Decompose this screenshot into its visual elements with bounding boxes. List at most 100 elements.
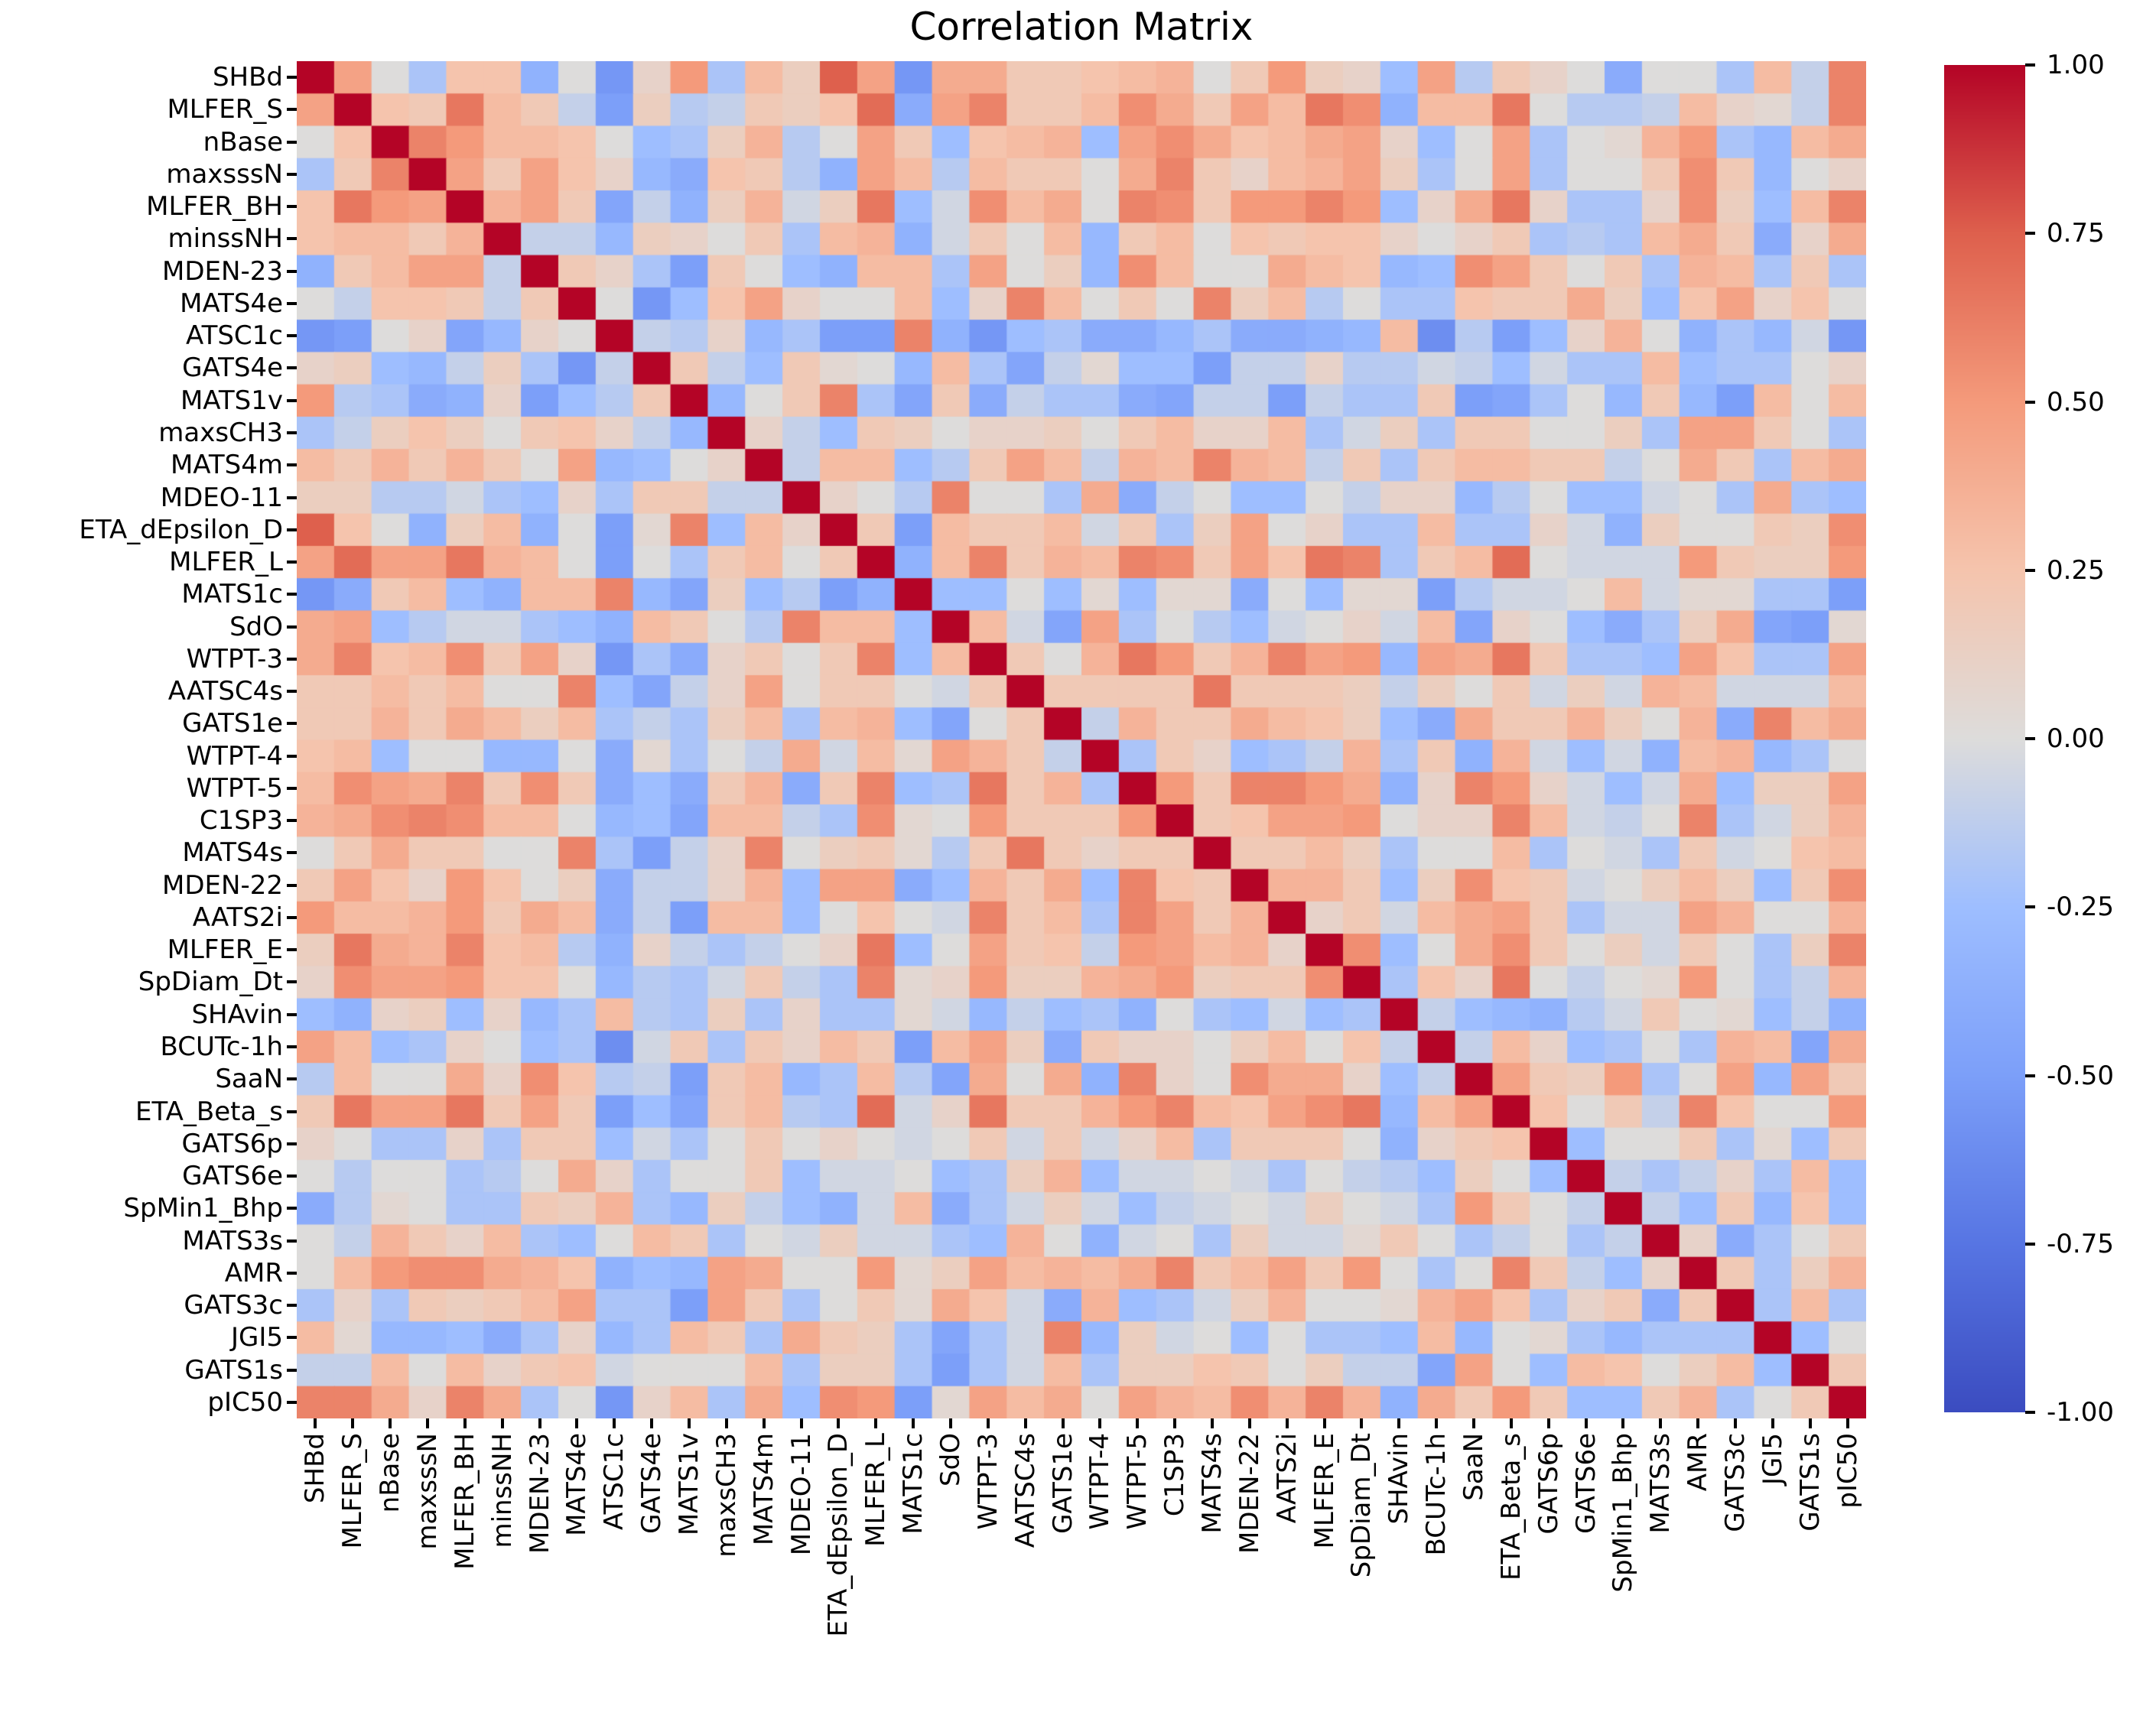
y-tick-mark [287,915,297,919]
y-tick-label: minssNH [167,223,283,255]
y-tick-label: GATS6e [182,1161,283,1192]
y-tick-mark [287,1368,297,1372]
x-tick-mark [986,1418,990,1428]
x-tick-label: maxsCH3 [711,1433,742,1558]
y-tick-mark [287,1077,297,1081]
x-tick-label: SpMin1_Bhp [1608,1433,1639,1593]
colorbar-tick-label: -0.75 [2047,1228,2114,1259]
y-tick-mark [287,980,297,984]
x-tick-label: MDEN-22 [1234,1433,1265,1554]
y-tick-mark [287,463,297,467]
y-tick-label: maxsCH3 [158,418,283,448]
y-tick-mark [287,398,297,402]
y-tick-mark [287,722,297,726]
colorbar-tick-mark [2025,400,2035,404]
x-tick-label: ETA_Beta_s [1495,1433,1527,1581]
x-tick-label: WTPT-3 [972,1433,1003,1530]
y-tick-mark [287,366,297,370]
x-tick-label: MDEN-23 [524,1433,555,1554]
y-tick-mark [287,495,297,499]
y-tick-label: GATS6p [181,1128,283,1159]
colorbar-tick-mark [2025,568,2035,572]
colorbar-tick-label: 0.50 [2047,386,2105,418]
x-tick-mark [389,1418,392,1428]
y-tick-label: WTPT-5 [186,772,283,804]
y-tick-label: maxsssN [166,158,283,190]
x-tick-label: GATS6e [1570,1433,1602,1534]
y-tick-mark [287,528,297,531]
x-tick-mark [1659,1418,1663,1428]
y-tick-label: JGI5 [230,1322,283,1353]
y-tick-mark [287,301,297,305]
colorbar-tick-label: -0.25 [2047,892,2114,923]
x-tick-mark [1061,1418,1065,1428]
x-tick-label: BCUTc-1h [1421,1433,1452,1556]
y-tick-label: AATSC4s [167,676,283,707]
y-tick-label: MATS4s [182,837,283,869]
x-tick-label: SdO [935,1433,966,1486]
x-tick-label: ATSC1c [599,1433,630,1531]
x-tick-mark [1584,1418,1588,1428]
y-tick-label: WTPT-3 [186,643,283,674]
x-tick-mark [1098,1418,1102,1428]
x-tick-mark [613,1418,616,1428]
y-tick-label: AMR [224,1257,283,1288]
x-tick-mark [724,1418,728,1428]
y-tick-mark [287,690,297,694]
x-tick-label: MATS4e [561,1433,593,1536]
x-tick-label: pIC50 [1832,1433,1863,1509]
x-tick-label: nBase [375,1433,406,1513]
x-tick-mark [1734,1418,1737,1428]
x-tick-mark [762,1418,766,1428]
x-tick-mark [1247,1418,1251,1428]
y-tick-mark [287,76,297,80]
y-tick-label: MLFER_S [167,94,283,125]
y-tick-mark [287,593,297,596]
y-tick-label: MLFER_BH [146,191,283,223]
colorbar-tick-label: -0.50 [2047,1060,2114,1091]
y-tick-mark [287,1400,297,1404]
colorbar-tick-mark [2025,905,2035,909]
chart-title: Correlation Matrix [909,5,1254,49]
x-tick-label: SHAvin [1384,1433,1415,1525]
y-tick-label: GATS1s [184,1354,283,1386]
x-tick-mark [500,1418,504,1428]
y-tick-label: MATS3s [182,1225,283,1256]
y-tick-label: SaaN [215,1064,283,1095]
x-tick-mark [575,1418,579,1428]
y-tick-label: MLFER_L [169,547,283,578]
y-tick-mark [287,1012,297,1016]
x-tick-label: MLFER_S [337,1433,369,1549]
y-tick-mark [287,172,297,176]
colorbar-tick-label: 0.00 [2047,723,2105,754]
y-tick-label: GATS4e [182,353,283,384]
y-tick-mark [287,657,297,661]
x-tick-mark [1136,1418,1140,1428]
x-tick-mark [1472,1418,1475,1428]
x-tick-label: MATS4m [748,1433,779,1546]
x-tick-label: GATS4e [636,1433,668,1534]
x-tick-mark [538,1418,541,1428]
x-tick-mark [1173,1418,1177,1428]
y-tick-mark [287,1110,297,1113]
y-tick-label: SpDiam_Dt [138,967,283,998]
x-tick-mark [463,1418,467,1428]
y-tick-mark [287,1142,297,1145]
colorbar-tick-mark [2025,1242,2035,1246]
y-tick-mark [287,1239,297,1243]
x-tick-mark [1771,1418,1774,1428]
x-tick-mark [1435,1418,1439,1428]
y-tick-label: C1SP3 [199,805,283,837]
x-tick-label: MATS1c [898,1433,929,1535]
x-tick-mark [1397,1418,1401,1428]
x-tick-mark [1621,1418,1625,1428]
colorbar-tick-mark [2025,1411,2035,1414]
y-tick-mark [287,560,297,564]
colorbar-tick-label: 1.00 [2047,50,2105,80]
x-tick-mark [1808,1418,1812,1428]
x-tick-label: ETA_dEpsilon_D [823,1433,854,1637]
x-tick-mark [837,1418,841,1428]
x-tick-label: MLFER_L [860,1433,892,1547]
y-tick-label: GATS3c [184,1290,283,1321]
